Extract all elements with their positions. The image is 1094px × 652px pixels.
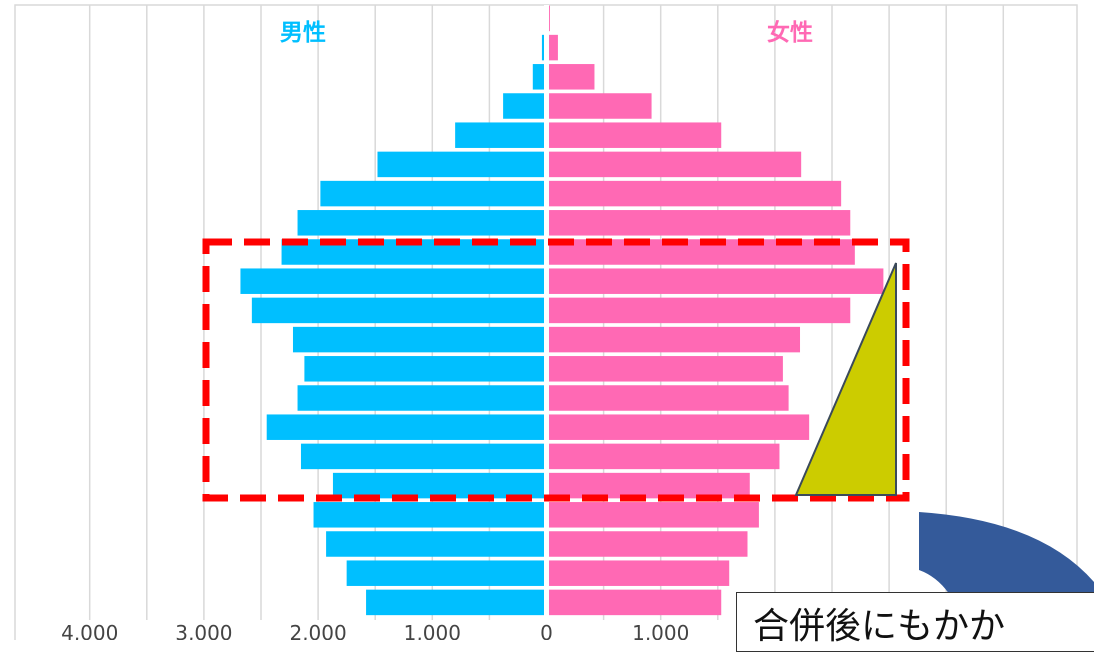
male-bar-0-4	[366, 589, 547, 616]
male-bar-35-39	[297, 385, 547, 411]
x-tick-label: 0	[540, 621, 553, 640]
female-bar-85-89	[546, 93, 652, 119]
male-bar-85-89	[503, 93, 547, 119]
x-tick-label: 1,000	[404, 621, 461, 640]
female-bar-20-24	[546, 472, 750, 499]
x-tick-label: 3,000	[175, 621, 232, 640]
female-bar-95-99	[546, 34, 558, 61]
female-bar-55-59	[546, 268, 884, 294]
female-bar-45-49	[546, 326, 801, 353]
x-tick-labels: 4,000 3,000 2,000 1,000 0 1,000	[61, 621, 689, 640]
female-bar-75-79	[546, 151, 802, 178]
legend-female-label: 女性	[767, 19, 813, 46]
male-bar-65-69	[297, 210, 547, 236]
male-bar-90-94	[532, 64, 547, 90]
male-bar-10-14	[326, 531, 547, 557]
male-bar-15-19	[313, 502, 547, 528]
callout-text-box: 合併後にもかか	[736, 592, 1094, 652]
bars	[240, 5, 884, 616]
callout-text: 合併後にもかか	[753, 606, 1006, 647]
female-bar-0-4	[546, 589, 722, 616]
female-bar-40-44	[546, 356, 783, 382]
male-bar-80-84	[455, 122, 547, 148]
male-bar-20-24	[332, 472, 547, 499]
female-bar-90-94	[546, 64, 595, 90]
female-bar-10-14	[546, 531, 748, 557]
female-bar-70-74	[546, 180, 842, 207]
male-bar-75-79	[377, 151, 547, 178]
highlight-box	[202, 238, 910, 502]
male-bar-55-59	[240, 268, 547, 294]
male-bar-70-74	[320, 180, 547, 207]
female-bar-65-69	[546, 210, 851, 236]
female-bar-50-54	[546, 297, 851, 324]
legend-male-label: 男性	[280, 20, 326, 46]
female-bar-15-19	[546, 502, 759, 528]
male-bar-50-54	[251, 297, 547, 324]
male-bar-45-49	[292, 326, 547, 353]
triangle-shape	[794, 262, 897, 496]
male-bar-30-34	[266, 414, 547, 440]
male-bar-40-44	[304, 356, 547, 382]
male-bar-5-9	[346, 560, 547, 586]
x-tick-label: 1,000	[632, 621, 689, 640]
female-bar-25-29	[546, 443, 780, 470]
female-bar-30-34	[546, 414, 810, 440]
x-tick-label: 4,000	[61, 621, 118, 640]
female-bar-35-39	[546, 385, 789, 411]
female-bar-5-9	[546, 560, 730, 586]
male-bar-25-29	[300, 443, 547, 470]
female-bar-80-84	[546, 122, 722, 148]
x-tick-label: 2,000	[289, 621, 346, 640]
